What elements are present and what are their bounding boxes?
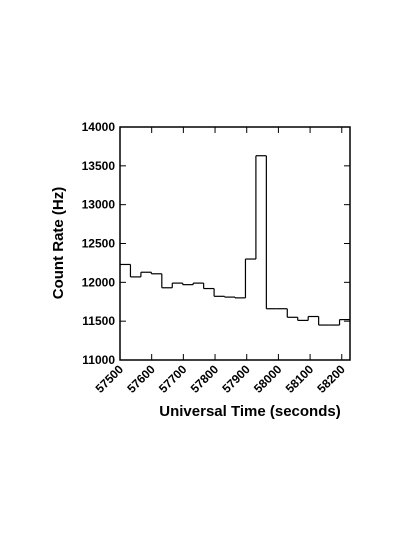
y-tick-label: 13000 bbox=[82, 198, 116, 212]
y-tick-label: 12000 bbox=[82, 275, 116, 289]
plot-frame bbox=[119, 126, 351, 361]
x-axis-label: Universal Time (seconds) bbox=[159, 403, 340, 420]
x-tick-label: 57500 bbox=[93, 362, 127, 396]
x-tick-label: 58100 bbox=[283, 362, 317, 396]
y-tick-label: 12500 bbox=[82, 237, 116, 251]
y-tick-label: 11500 bbox=[82, 314, 115, 328]
x-tick-label: 57800 bbox=[188, 362, 222, 396]
x-tick-label: 57700 bbox=[156, 362, 190, 396]
y-tick-label: 13500 bbox=[82, 159, 116, 173]
y-tick-label: 14000 bbox=[82, 120, 116, 134]
x-tick-label: 58200 bbox=[314, 362, 348, 396]
y-axis-label: Count Rate (Hz) bbox=[50, 187, 67, 300]
y-tick-label: 11000 bbox=[82, 353, 115, 367]
x-tick-label: 57900 bbox=[219, 362, 253, 396]
x-tick-label: 57600 bbox=[124, 362, 158, 396]
x-tick-label: 58000 bbox=[251, 362, 285, 396]
